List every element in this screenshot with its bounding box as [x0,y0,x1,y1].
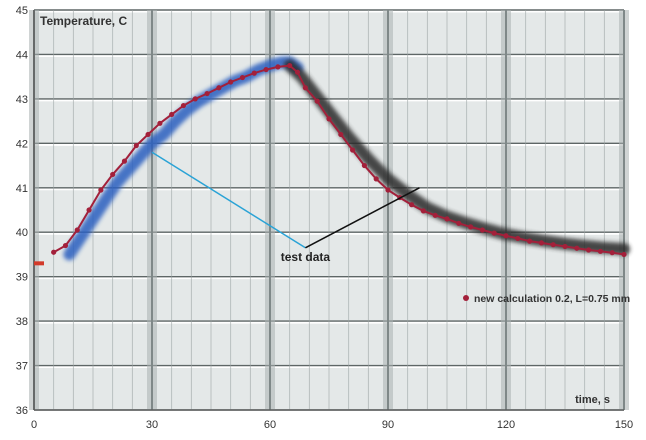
y-tick-label: 44 [16,49,28,61]
legend: new calculation 0.2, L=0.75 mm [463,293,630,305]
axis-ticks: 36 37 38 39 40 41 42 43 44 45 0 30 60 90 120 150 [16,5,633,431]
calc-point [338,131,344,138]
y-tick-label: 42 [16,138,28,150]
annotation-arrow [151,151,306,249]
x-tick-label: 150 [615,419,633,431]
calc-point [527,238,533,244]
x-tick-label: 90 [382,419,394,431]
calc-point [350,147,356,153]
calc-point [74,227,80,233]
y-tick-label: 40 [16,227,28,239]
calc-point [491,230,497,236]
calc-point [302,85,308,91]
calc-point [169,111,175,118]
legend-swatch [463,295,469,301]
calc-point [609,250,615,256]
y-tick-label: 37 [16,361,28,373]
calc-point [597,248,604,254]
calc-point [409,202,415,208]
calc-point [373,176,379,182]
calc-point [550,242,556,248]
x-tick-label: 30 [146,419,158,431]
calc-point [432,212,438,218]
calc-point [192,96,198,102]
calc-point [287,62,293,69]
annotation-test-data: test data [281,250,331,264]
calc-point [621,251,627,258]
calc-point [562,243,568,250]
calc-point [133,142,139,149]
y-tick-label: 38 [16,316,28,328]
y-tick-label: 45 [16,5,28,17]
calc-point [479,227,485,233]
calc-point [385,187,391,193]
calc-point [263,66,269,73]
calc-point [98,187,104,193]
calculation-series [34,62,627,266]
calc-point [456,220,462,226]
calc-point [121,158,128,164]
y-axis-label: Temperature, C [40,14,127,28]
annotation-arrow [305,187,420,249]
calc-point [444,216,450,222]
calc-point [145,131,151,138]
calc-point [361,162,367,169]
y-tick-label: 39 [16,272,28,284]
x-tick-label: 0 [31,419,37,431]
calc-point [275,64,281,70]
y-tick-label: 43 [16,94,28,106]
calc-point [86,207,92,213]
calc-point [110,171,116,178]
y-tick-label: 36 [16,405,28,417]
calc-point [468,224,474,230]
calc-point [51,249,57,255]
x-axis-label: time, s [575,394,610,406]
y-tick-label: 41 [16,183,28,195]
calc-point [515,235,521,242]
annotation-arrows [151,151,420,249]
calc-point [294,69,301,75]
calc-point [326,116,332,122]
calc-point [586,247,592,253]
calc-point [157,120,163,126]
calc-point [314,98,320,104]
calc-point [503,233,509,239]
x-tick-label: 120 [497,419,515,431]
grid [29,9,629,413]
calc-point [216,85,222,91]
x-tick-label: 60 [264,419,276,431]
calc-point [538,240,545,246]
legend-label: new calculation 0.2, L=0.75 mm [474,293,630,305]
calc-point [62,242,69,249]
calc-point [204,90,210,97]
calc-point [574,245,580,251]
calc-point [239,74,246,81]
calc-point [228,79,234,85]
calc-point [180,102,187,109]
calc-point [251,70,257,76]
start-marker [34,261,44,266]
calc-point [420,208,426,214]
